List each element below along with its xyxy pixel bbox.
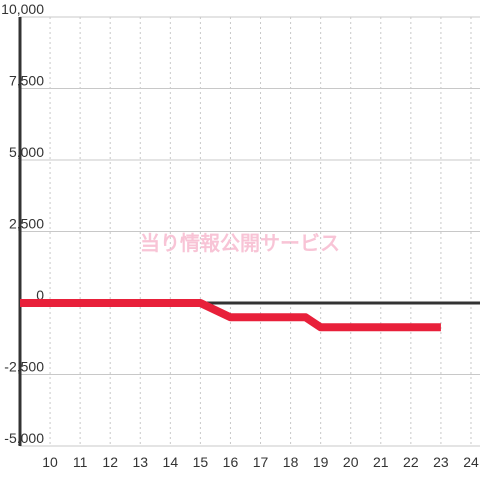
x-tick-label: 24 xyxy=(463,454,479,470)
x-tick-label: 21 xyxy=(373,454,389,470)
y-tick-label: -2,500 xyxy=(4,359,44,375)
y-tick-label: -5,000 xyxy=(4,430,44,446)
y-tick-label: 2,500 xyxy=(9,216,44,232)
y-tick-label: 10,000 xyxy=(1,1,44,17)
x-tick-label: 15 xyxy=(193,454,209,470)
x-tick-label: 12 xyxy=(102,454,118,470)
y-tick-label: 7,500 xyxy=(9,73,44,89)
x-tick-label: 13 xyxy=(132,454,148,470)
y-tick-label: 5,000 xyxy=(9,144,44,160)
x-tick-label: 14 xyxy=(163,454,179,470)
data-line xyxy=(20,299,441,332)
y-tick-label: 0 xyxy=(36,287,44,303)
x-tick-label: 10 xyxy=(42,454,58,470)
x-tick-label: 11 xyxy=(73,454,88,470)
x-tick-label: 16 xyxy=(223,454,239,470)
watermark: 当り情報公開サービス xyxy=(140,231,340,255)
x-tick-label: 18 xyxy=(283,454,299,470)
x-tick-label: 22 xyxy=(403,454,419,470)
x-tick-label: 23 xyxy=(433,454,449,470)
x-tick-label: 20 xyxy=(343,454,359,470)
x-tick-label: 19 xyxy=(313,454,329,470)
x-tick-label: 17 xyxy=(253,454,269,470)
